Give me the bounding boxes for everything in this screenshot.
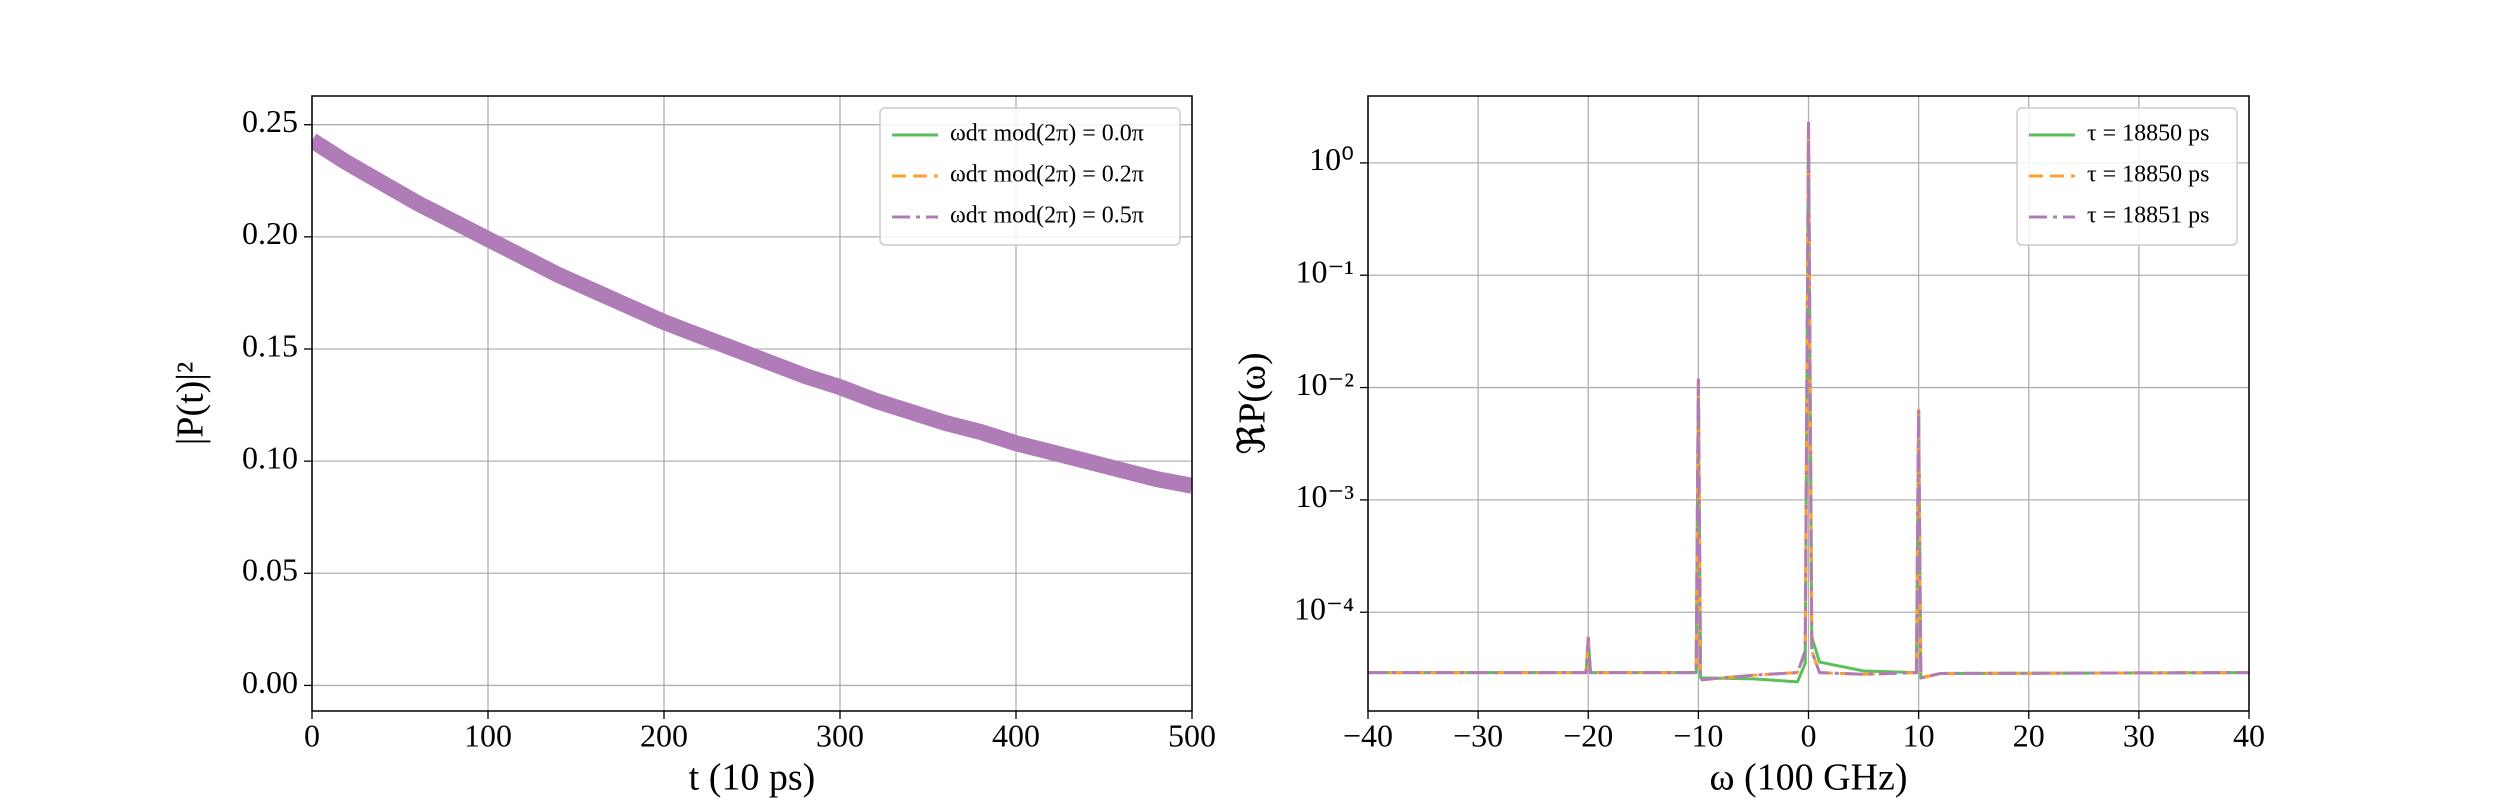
- x-tick-label: 200: [640, 717, 688, 753]
- y-tick-label: 10⁻³: [1296, 478, 1354, 514]
- y-tick-label: 10⁰: [1309, 141, 1354, 177]
- x-tick-label: 100: [464, 717, 512, 753]
- x-tick-label: 30: [2123, 717, 2155, 753]
- chart: 0 100 200 300 400 500 0.00 0.05 0.10 0.15 0.20 0.25…: [170, 95, 1216, 799]
- plot-frame: [1367, 95, 2250, 712]
- legend-label: τ = 18851 ps: [2087, 203, 2210, 229]
- x-tick-label: −30: [1453, 717, 1503, 753]
- legend-box: [879, 107, 1181, 246]
- y-axis-label: |P(t)|²: [170, 362, 212, 446]
- x-axis-label: t (10 ps): [689, 757, 816, 799]
- x-tick-label: −40: [1343, 717, 1393, 753]
- x-tick-label: −10: [1673, 717, 1723, 753]
- legend-label: ωdτ mod(2π) = 0.0π: [950, 121, 1144, 147]
- legend-label: ωdτ mod(2π) = 0.5π: [950, 203, 1144, 229]
- x-tick-label: 400: [992, 717, 1040, 753]
- x-tick-label: 0: [1801, 717, 1817, 753]
- x-tick-label: −20: [1563, 717, 1613, 753]
- y-axis-label: ℜP(ω): [1232, 352, 1274, 454]
- chart: −40 −30 −20 −10 0 10 20 30 40 10⁻⁴ 10⁻³ 10⁻² 10⁻¹ 10⁰…: [1232, 95, 2265, 799]
- y-tick-label: 10⁻²: [1296, 366, 1354, 402]
- x-tick-label: 20: [2013, 717, 2045, 753]
- x-tick-label: 40: [2233, 717, 2265, 753]
- legend-label: τ = 18850 ps: [2087, 162, 2210, 188]
- y-tick-label: 10⁻⁴: [1294, 591, 1354, 627]
- x-tick-label: 10: [1903, 717, 1935, 753]
- y-tick-label: 0.10: [242, 439, 298, 475]
- y-tick-label: 0.25: [242, 103, 298, 139]
- plot-frame: [311, 95, 1193, 712]
- series-line: [1368, 121, 2249, 682]
- x-tick-label: 500: [1168, 717, 1216, 753]
- x-axis-label: ω (100 GHz): [1709, 757, 1907, 799]
- y-tick-label: 0.00: [242, 664, 298, 700]
- x-tick-label: 0: [304, 717, 320, 753]
- series-line: [312, 133, 1192, 494]
- y-tick-label: 0.20: [242, 215, 298, 251]
- y-tick-label: 0.15: [242, 327, 298, 363]
- legend-box: [2016, 107, 2238, 246]
- y-tick-label: 0.05: [242, 552, 298, 588]
- legend-label: ωdτ mod(2π) = 0.2π: [950, 162, 1144, 188]
- y-tick-label: 10⁻¹: [1296, 254, 1354, 290]
- legend-label: τ = 18850 ps: [2087, 121, 2210, 147]
- x-tick-label: 300: [816, 717, 864, 753]
